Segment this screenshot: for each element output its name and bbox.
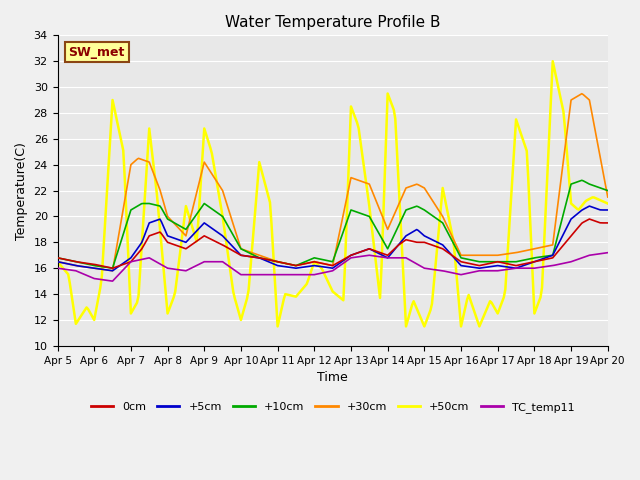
Y-axis label: Temperature(C): Temperature(C) bbox=[15, 142, 28, 240]
Legend: 0cm, +5cm, +10cm, +30cm, +50cm, TC_temp11: 0cm, +5cm, +10cm, +30cm, +50cm, TC_temp1… bbox=[86, 398, 579, 418]
Text: SW_met: SW_met bbox=[68, 46, 125, 59]
X-axis label: Time: Time bbox=[317, 371, 348, 384]
Title: Water Temperature Profile B: Water Temperature Profile B bbox=[225, 15, 440, 30]
